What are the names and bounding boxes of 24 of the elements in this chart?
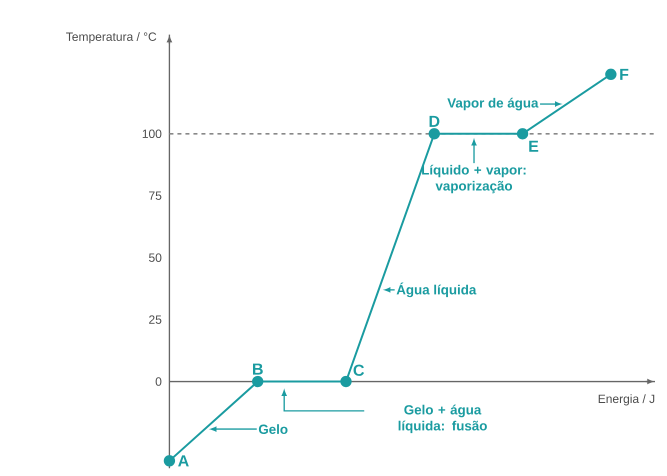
y-axis-title: Temperatura / °C [66, 32, 156, 44]
annotation: Água líquida [396, 282, 476, 298]
point [252, 376, 264, 388]
annotation: E [529, 140, 538, 152]
point [340, 376, 352, 388]
annotation: D [430, 116, 440, 127]
annotation: C [354, 364, 364, 376]
y-tick-label: 0 [156, 377, 162, 386]
annotation: Gelo + água líquida: fusão [398, 404, 487, 434]
y-tick-label: 25 [149, 315, 162, 324]
annotation: Líquido + vapor: vaporização [422, 164, 526, 194]
point [164, 455, 176, 466]
annotation: Gelo [258, 424, 288, 434]
point [516, 128, 528, 140]
y-tick-label: 100 [142, 129, 162, 138]
x-axis-title: Energia / J [598, 394, 654, 406]
annotation: Vapor de água [447, 98, 539, 110]
annotation: F [620, 68, 628, 80]
annotation: A [178, 455, 189, 466]
y-tick-label: 50 [148, 253, 162, 262]
point [428, 128, 440, 140]
annotation: B [252, 363, 263, 374]
y-tick-label: 75 [149, 191, 162, 200]
point [605, 68, 617, 80]
